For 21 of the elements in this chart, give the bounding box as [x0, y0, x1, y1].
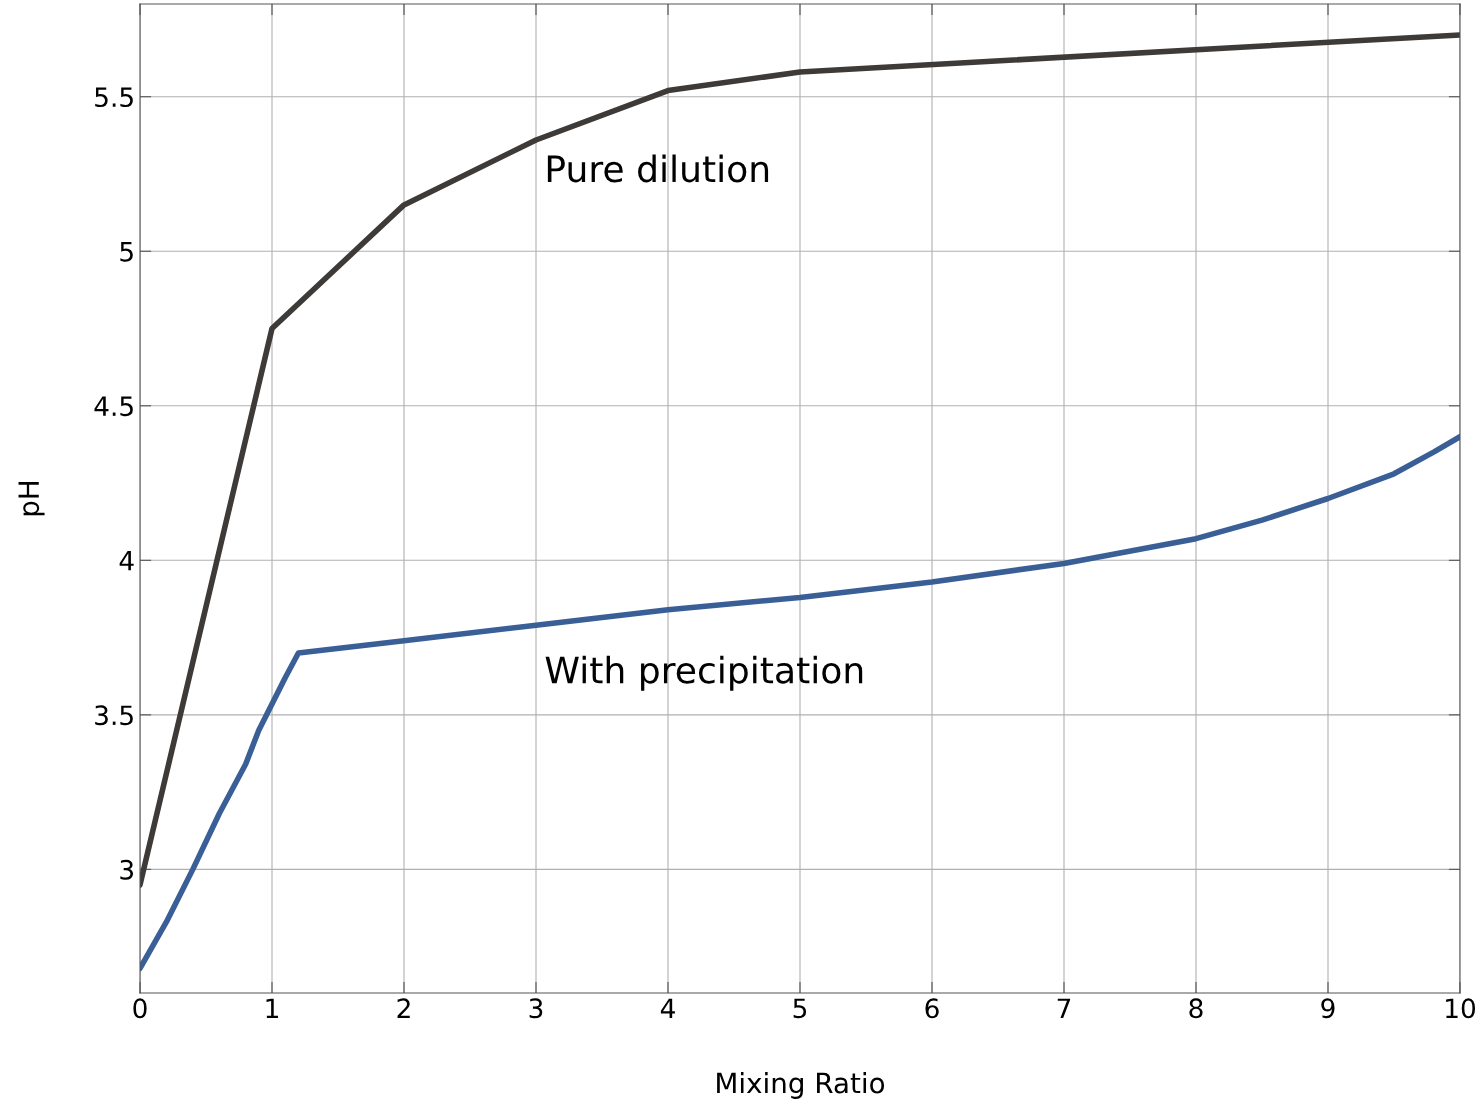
y-tick-label: 4: [119, 551, 134, 571]
series-label: With precipitation: [545, 655, 863, 691]
y-tick-label: 5: [120, 242, 133, 262]
y-tick-label: 5.5: [95, 87, 133, 108]
x-tick-label: 3: [529, 998, 543, 1019]
x-tick-label: 9: [1321, 998, 1335, 1019]
x-tick-label: 5: [793, 998, 807, 1019]
x-tick-label: 10: [1446, 998, 1476, 1019]
x-axis-title: Mixing Ratio: [717, 1072, 885, 1099]
x-tick-label: 1: [266, 998, 278, 1018]
series-label: Pure dilution: [547, 154, 769, 183]
x-tick-label: 0: [133, 998, 147, 1019]
x-tick-label: 8: [1189, 998, 1203, 1019]
x-tick-label: 6: [925, 998, 939, 1019]
x-tick-label: 7: [1057, 998, 1071, 1018]
y-tick-label: 3.5: [95, 705, 133, 726]
x-tick-label: 2: [397, 998, 410, 1018]
y-axis-title: pH: [18, 481, 45, 516]
y-tick-label: 3: [120, 859, 134, 880]
x-tick-label: 4: [660, 998, 675, 1018]
y-tick-label: 4.5: [94, 396, 133, 417]
